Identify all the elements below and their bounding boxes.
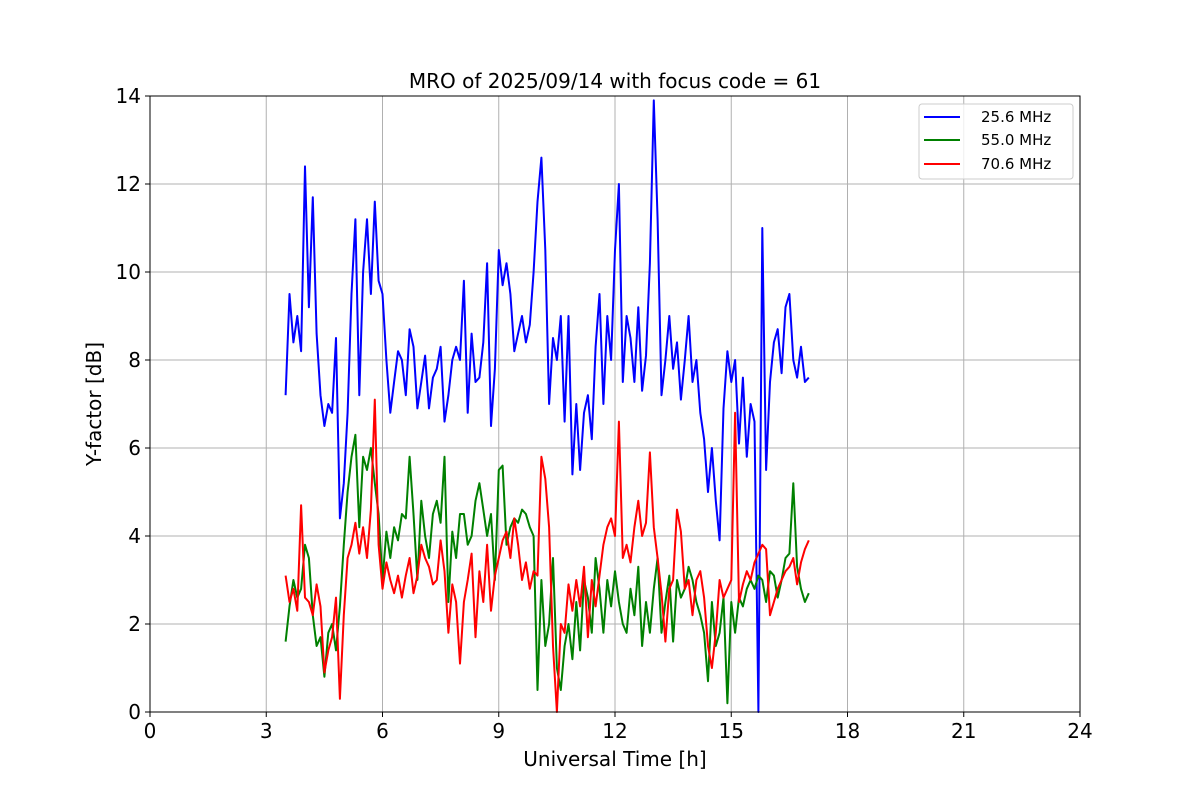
chart-title: MRO of 2025/09/14 with focus code = 61: [409, 69, 821, 93]
x-tick-label: 3: [260, 719, 273, 743]
x-axis-ticks: 0 3 6 9 12 15 18 21 24: [144, 712, 1093, 743]
x-tick-label: 12: [602, 719, 627, 743]
y-tick-label: 8: [128, 348, 141, 372]
y-tick-label: 6: [128, 436, 141, 460]
y-tick-label: 2: [128, 612, 141, 636]
x-tick-label: 9: [492, 719, 505, 743]
plot-area: [149, 95, 1081, 713]
legend-label-25-6: 25.6 MHz: [981, 108, 1051, 126]
y-tick-label: 0: [128, 700, 141, 724]
y-axis-ticks: 0 2 4 6 8 10 12 14: [116, 84, 150, 724]
y-tick-label: 4: [128, 524, 141, 548]
legend: 25.6 MHz 55.0 MHz 70.6 MHz: [918, 103, 1074, 180]
x-axis-label: Universal Time [h]: [523, 747, 706, 771]
x-tick-label: 6: [376, 719, 389, 743]
y-tick-label: 12: [116, 172, 141, 196]
y-tick-label: 14: [116, 84, 141, 108]
series-line-25-6-mhz: [284, 99, 810, 713]
y-axis-label: Y-factor [dB]: [82, 342, 106, 467]
series-line-70-6-mhz: [284, 398, 810, 713]
legend-box: [918, 103, 1074, 180]
legend-label-55-0: 55.0 MHz: [981, 131, 1051, 149]
x-tick-label: 0: [144, 719, 157, 743]
x-tick-label: 24: [1067, 719, 1092, 743]
series-lines: [284, 99, 810, 713]
y-tick-label: 10: [116, 260, 141, 284]
x-tick-label: 21: [951, 719, 976, 743]
x-tick-label: 15: [719, 719, 744, 743]
legend-label-70-6: 70.6 MHz: [981, 155, 1051, 173]
x-tick-label: 18: [835, 719, 860, 743]
